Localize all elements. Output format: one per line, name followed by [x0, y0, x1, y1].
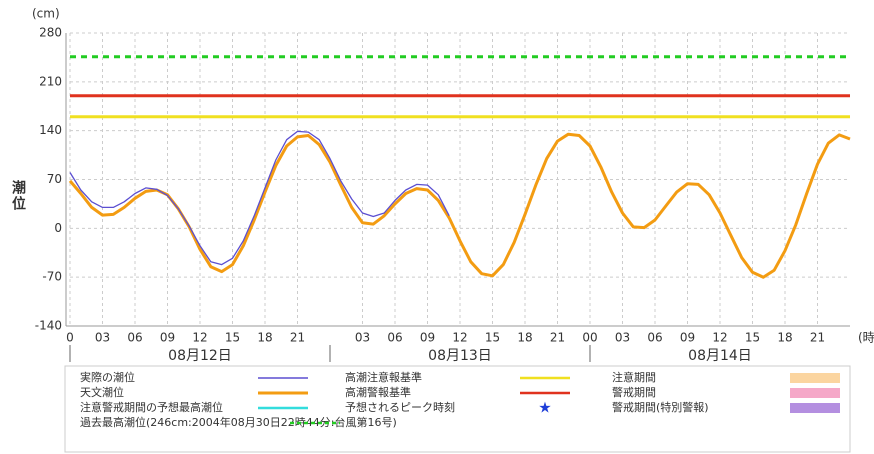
legend-swatch: [790, 388, 840, 398]
y-tick-label: 0: [54, 221, 62, 235]
series-line: [68, 132, 851, 279]
x-tick-label: 09: [160, 331, 175, 345]
x-tick-label: 00: [582, 331, 597, 345]
legend-label: 天文潮位: [80, 385, 124, 399]
legend-swatch: [790, 403, 840, 413]
legend-swatch: ★: [538, 399, 551, 417]
legend-label: 注意警戒期間の予想最高潮位: [80, 400, 223, 414]
x-tick-label: 12: [192, 331, 207, 345]
x-tick-label: 15: [485, 331, 500, 345]
x-tick-label: 09: [680, 331, 695, 345]
y-tick-label: 280: [39, 26, 62, 40]
x-tick-label: 06: [127, 331, 142, 345]
x-tick-label: 06: [387, 331, 402, 345]
x-tick-label: 03: [355, 331, 370, 345]
x-tick-label: 06: [647, 331, 662, 345]
x-tick-label: 03: [95, 331, 110, 345]
x-tick-label: 0: [66, 331, 74, 345]
legend-label: 高潮注意報基準: [345, 370, 422, 384]
x-tick-label: 03: [615, 331, 630, 345]
series-line: [69, 130, 450, 266]
y-tick-label: 140: [39, 123, 62, 137]
x-tick-label: 21: [550, 331, 565, 345]
legend-label: 注意期間: [612, 370, 656, 384]
x-tick-label: 15: [225, 331, 240, 345]
x-tick-label: 09: [420, 331, 435, 345]
y-tick-label: -140: [35, 319, 62, 333]
legend-label: 予想されるピーク時刻: [345, 400, 455, 414]
legend-swatch: [790, 373, 840, 383]
x-tick-label: 12: [452, 331, 467, 345]
x-tick-label: 21: [810, 331, 825, 345]
y-unit: (cm): [32, 7, 60, 21]
x-tick-label: 18: [777, 331, 792, 345]
x-unit: (時): [858, 331, 874, 345]
day-label: 08月14日: [688, 348, 752, 364]
y-tick-label: 70: [47, 172, 62, 186]
x-tick-label: 18: [517, 331, 532, 345]
legend-label: 警戒期間: [612, 385, 656, 399]
y-tick-label: 210: [39, 74, 62, 88]
legend-label: 過去最高潮位(246cm:2004年08月30日22時44分:台風第16号): [80, 415, 397, 429]
x-tick-label: 15: [745, 331, 760, 345]
x-tick-label: 18: [257, 331, 272, 345]
y-tick-label: -70: [42, 270, 62, 284]
y-axis-label: 潮位: [10, 179, 26, 212]
legend-box: [64, 365, 851, 453]
day-label: 08月12日: [168, 348, 232, 364]
legend-label: 高潮警報基準: [345, 385, 411, 399]
x-tick-label: 12: [712, 331, 727, 345]
legend-label: 警戒期間(特別警報): [612, 400, 709, 414]
legend-label: 実際の潮位: [80, 370, 135, 384]
x-tick-label: 21: [290, 331, 305, 345]
day-label: 08月13日: [428, 348, 492, 364]
